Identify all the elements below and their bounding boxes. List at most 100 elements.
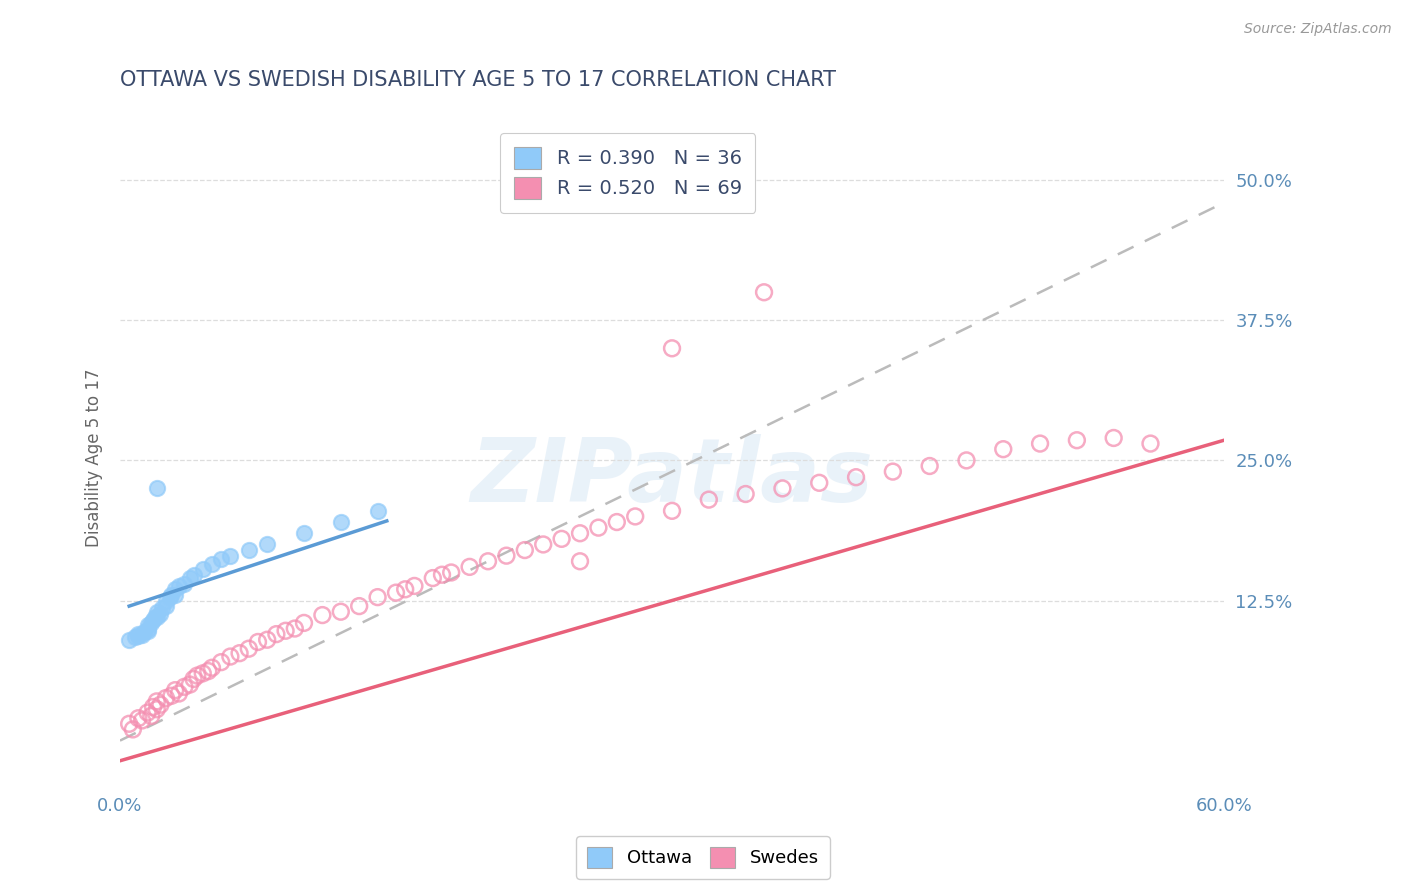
Point bbox=[734, 487, 756, 501]
Point bbox=[404, 579, 426, 593]
Point bbox=[422, 571, 444, 585]
Point bbox=[329, 515, 352, 529]
Point bbox=[127, 711, 149, 725]
Point bbox=[201, 557, 224, 571]
Point bbox=[440, 566, 463, 580]
Point bbox=[588, 521, 610, 535]
Point bbox=[186, 668, 208, 682]
Point bbox=[385, 585, 408, 599]
Point bbox=[121, 723, 143, 737]
Point bbox=[131, 628, 153, 642]
Point bbox=[329, 605, 352, 619]
Point bbox=[845, 470, 868, 484]
Point bbox=[146, 605, 169, 619]
Point bbox=[183, 672, 205, 686]
Text: OTTAWA VS SWEDISH DISABILITY AGE 5 TO 17 CORRELATION CHART: OTTAWA VS SWEDISH DISABILITY AGE 5 TO 17… bbox=[120, 70, 837, 90]
Point bbox=[266, 627, 288, 641]
Point bbox=[367, 504, 389, 518]
Point bbox=[495, 549, 517, 563]
Point bbox=[256, 537, 278, 551]
Point bbox=[141, 615, 163, 630]
Point bbox=[606, 515, 628, 529]
Point bbox=[993, 442, 1015, 457]
Point bbox=[284, 622, 307, 636]
Point bbox=[118, 632, 141, 647]
Point bbox=[173, 680, 195, 694]
Point bbox=[197, 664, 219, 678]
Point bbox=[155, 691, 177, 706]
Point bbox=[311, 608, 333, 623]
Point bbox=[661, 173, 683, 187]
Point bbox=[661, 341, 683, 355]
Point bbox=[531, 537, 554, 551]
Point bbox=[142, 700, 165, 714]
Point bbox=[191, 666, 214, 681]
Point bbox=[159, 590, 181, 604]
Point bbox=[1139, 436, 1161, 450]
Y-axis label: Disability Age 5 to 17: Disability Age 5 to 17 bbox=[86, 368, 103, 547]
Point bbox=[127, 629, 149, 643]
Point bbox=[1066, 434, 1088, 448]
Point bbox=[347, 599, 370, 613]
Point bbox=[808, 475, 831, 490]
Point bbox=[142, 613, 165, 627]
Point bbox=[1102, 431, 1125, 445]
Point bbox=[173, 576, 195, 591]
Point bbox=[146, 482, 169, 496]
Point bbox=[131, 714, 153, 728]
Point bbox=[179, 571, 201, 585]
Point bbox=[118, 716, 141, 731]
Point bbox=[155, 599, 177, 613]
Point bbox=[141, 709, 163, 723]
Point bbox=[394, 582, 416, 597]
Point bbox=[624, 509, 647, 524]
Point bbox=[246, 635, 269, 649]
Point bbox=[160, 689, 183, 703]
Point bbox=[183, 567, 205, 582]
Point bbox=[458, 560, 481, 574]
Point bbox=[201, 661, 224, 675]
Point bbox=[165, 588, 187, 602]
Point bbox=[143, 610, 166, 624]
Point bbox=[165, 582, 187, 597]
Point bbox=[146, 694, 169, 708]
Point bbox=[292, 615, 315, 630]
Point bbox=[167, 579, 190, 593]
Point bbox=[160, 588, 183, 602]
Point bbox=[136, 706, 159, 720]
Point bbox=[228, 646, 250, 660]
Point bbox=[124, 631, 146, 645]
Point bbox=[209, 655, 232, 669]
Point bbox=[179, 677, 201, 691]
Point bbox=[569, 554, 592, 568]
Text: ZIPatlas: ZIPatlas bbox=[471, 434, 873, 521]
Point bbox=[238, 543, 260, 558]
Point bbox=[167, 687, 190, 701]
Point bbox=[697, 492, 720, 507]
Point bbox=[132, 624, 155, 639]
Point bbox=[513, 543, 536, 558]
Point bbox=[752, 285, 775, 300]
Point bbox=[882, 465, 904, 479]
Point bbox=[772, 482, 794, 496]
Legend: R = 0.390   N = 36, R = 0.520   N = 69: R = 0.390 N = 36, R = 0.520 N = 69 bbox=[501, 133, 755, 213]
Text: Source: ZipAtlas.com: Source: ZipAtlas.com bbox=[1244, 22, 1392, 37]
Point bbox=[955, 453, 977, 467]
Point bbox=[136, 618, 159, 632]
Point bbox=[292, 526, 315, 541]
Point bbox=[274, 624, 297, 638]
Point bbox=[569, 526, 592, 541]
Point bbox=[136, 624, 159, 638]
Point bbox=[219, 549, 242, 563]
Point bbox=[238, 641, 260, 656]
Point bbox=[146, 610, 169, 624]
Point bbox=[661, 504, 683, 518]
Point bbox=[191, 562, 214, 576]
Point bbox=[155, 593, 177, 607]
Point bbox=[1029, 436, 1052, 450]
Point bbox=[367, 590, 389, 604]
Point bbox=[165, 683, 187, 698]
Point bbox=[430, 567, 453, 582]
Point bbox=[256, 632, 278, 647]
Point bbox=[149, 607, 172, 621]
